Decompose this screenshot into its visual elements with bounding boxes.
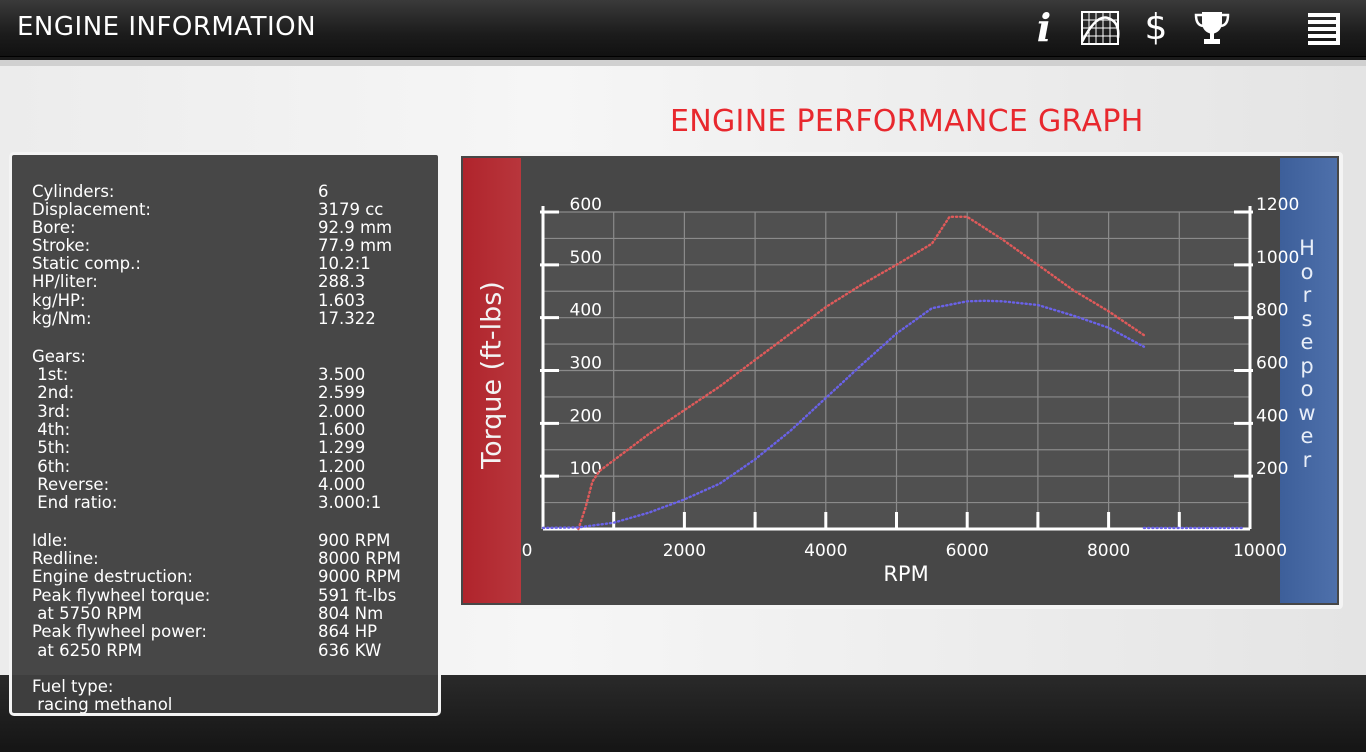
horsepower-label-letter: p bbox=[1300, 353, 1314, 378]
spec-value: 3179 cc bbox=[318, 200, 384, 219]
horsepower-label-letter: H bbox=[1299, 236, 1315, 260]
spec-value: 3.000:1 bbox=[318, 493, 382, 512]
dollar-icon[interactable]: $ bbox=[1144, 7, 1168, 48]
spec-label: Engine destruction: bbox=[32, 567, 193, 586]
torque-axis-label: Torque (ft-lbs) bbox=[476, 281, 508, 469]
spec-label: Idle: bbox=[32, 531, 68, 550]
horsepower-label-letter: o bbox=[1300, 259, 1314, 284]
spec-label: at 5750 RPM bbox=[32, 604, 142, 623]
trophy-icon[interactable] bbox=[1190, 8, 1234, 48]
divider bbox=[0, 60, 1366, 66]
top-bar: ENGINE INFORMATION i $ bbox=[0, 0, 1366, 57]
spec-value: 8000 RPM bbox=[318, 549, 401, 568]
spec-label: Peak flywheel torque: bbox=[32, 586, 211, 605]
spec-label: Displacement: bbox=[32, 200, 151, 219]
spec-value: 900 RPM bbox=[318, 531, 391, 550]
horsepower-label-letter: e bbox=[1300, 330, 1314, 354]
horsepower-axis-band bbox=[1280, 158, 1337, 603]
spec-label: 2nd: bbox=[32, 383, 75, 402]
spec-value: 1.600 bbox=[318, 420, 366, 439]
spec-label: Redline: bbox=[32, 549, 99, 568]
graph-panel bbox=[457, 152, 1343, 609]
graph-title: ENGINE PERFORMANCE GRAPH bbox=[670, 104, 1144, 139]
horsepower-label-letter: e bbox=[1300, 424, 1314, 448]
horsepower-label-letter: r bbox=[1302, 283, 1312, 307]
spec-label: Reverse: bbox=[32, 475, 110, 494]
horsepower-label-letter: o bbox=[1300, 377, 1314, 401]
spec-label: End ratio: bbox=[32, 493, 118, 512]
spec-value: 864 HP bbox=[318, 622, 378, 641]
spec-label: 1st: bbox=[32, 365, 69, 384]
spec-label: kg/Nm: bbox=[32, 309, 92, 328]
spec-label: at 6250 RPM bbox=[32, 641, 142, 660]
spec-label: kg/HP: bbox=[32, 291, 86, 310]
spec-label: 5th: bbox=[32, 438, 71, 457]
spec-label: Bore: bbox=[32, 218, 76, 237]
info-icon[interactable]: i bbox=[1036, 5, 1052, 50]
spec-label: Peak flywheel power: bbox=[32, 622, 207, 641]
spec-label: 3rd: bbox=[32, 402, 71, 421]
spec-value: 636 KW bbox=[318, 641, 382, 660]
spec-label: HP/liter: bbox=[32, 272, 98, 291]
spec-value: 4.000 bbox=[318, 475, 366, 494]
horsepower-label-letter: w bbox=[1298, 400, 1316, 425]
spec-value: 2.599 bbox=[318, 383, 366, 402]
dyno-graph-icon[interactable] bbox=[1078, 8, 1122, 48]
spec-value: 77.9 mm bbox=[318, 236, 393, 255]
spec-label: Static comp.: bbox=[32, 254, 141, 273]
spec-label: Cylinders: bbox=[32, 182, 115, 201]
spec-value: 288.3 bbox=[318, 272, 366, 291]
menu-icon[interactable] bbox=[1302, 8, 1346, 48]
spec-value: 3.500 bbox=[318, 365, 366, 384]
horsepower-label-letter: r bbox=[1302, 447, 1312, 472]
spec-value: 1.603 bbox=[318, 291, 366, 310]
spec-value: 2.000 bbox=[318, 402, 366, 421]
spec-label: Stroke: bbox=[32, 236, 91, 255]
spec-label: Fuel type: bbox=[32, 677, 114, 696]
spec-label: 6th: bbox=[32, 457, 71, 476]
spec-value: 1.200 bbox=[318, 457, 366, 476]
spec-value: 92.9 mm bbox=[318, 218, 393, 237]
spec-label: 4th: bbox=[32, 420, 71, 439]
spec-value: 6 bbox=[318, 182, 329, 201]
spec-value: 9000 RPM bbox=[318, 567, 401, 586]
horsepower-label-letter: s bbox=[1301, 306, 1313, 331]
page-title: ENGINE INFORMATION bbox=[17, 12, 317, 42]
spec-value: 591 ft-lbs bbox=[318, 586, 397, 605]
torque-axis-band bbox=[463, 158, 521, 603]
spec-label: Gears: bbox=[32, 347, 86, 366]
spec-label: racing methanol bbox=[32, 695, 173, 714]
spec-value: 1.299 bbox=[318, 438, 366, 457]
spec-value: 804 Nm bbox=[318, 604, 384, 623]
engine-specs-panel: Cylinders: 6 Displacement: 3179 cc Bore: 92.9… bbox=[9, 152, 441, 716]
spec-value: 10.2:1 bbox=[318, 254, 371, 273]
spec-value: 17.322 bbox=[318, 309, 376, 328]
